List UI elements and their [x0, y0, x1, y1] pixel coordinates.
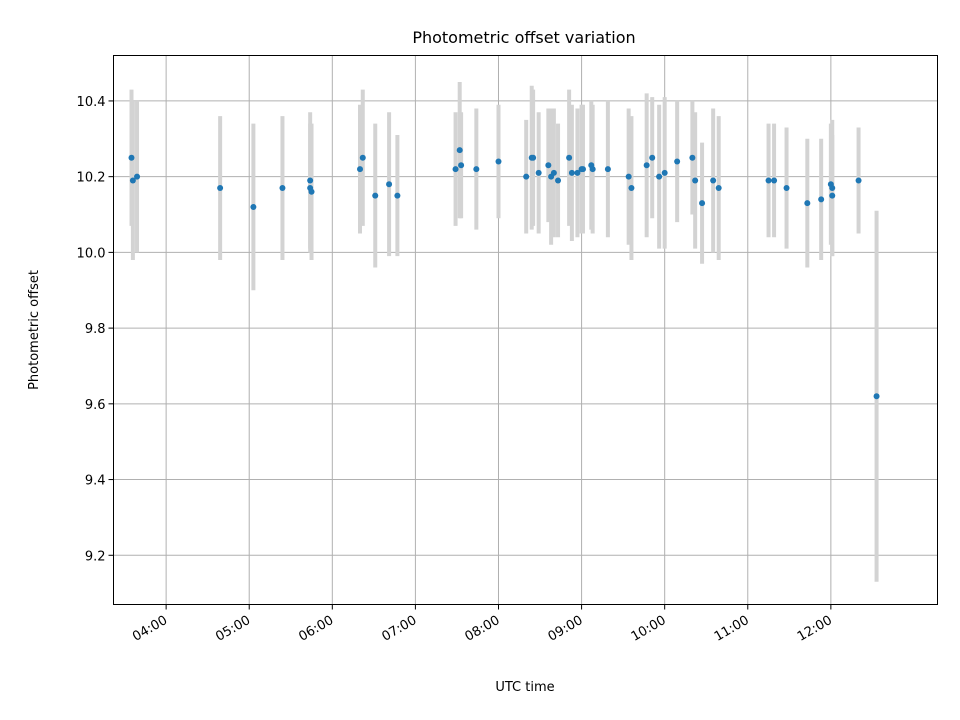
data-point — [566, 154, 573, 161]
x-tick-label: 11:00 — [712, 613, 752, 645]
y-axis-label: Photometric offset — [27, 270, 42, 390]
data-point — [394, 192, 401, 199]
data-point — [545, 162, 552, 169]
data-point — [689, 154, 696, 161]
data-point — [523, 173, 530, 180]
y-tick-label: 9.8 — [85, 322, 106, 337]
data-point — [710, 177, 717, 184]
data-point — [643, 162, 650, 169]
data-point — [217, 185, 224, 192]
data-point — [625, 173, 632, 180]
data-point — [555, 177, 562, 184]
data-point — [495, 158, 502, 165]
plot-frame — [113, 55, 938, 605]
x-tick-label: 09:00 — [546, 613, 586, 645]
x-axis-label: UTC time — [495, 680, 554, 695]
data-point — [674, 158, 681, 165]
data-point — [649, 154, 656, 161]
x-tick-label: 07:00 — [379, 613, 419, 645]
errorbar-layer — [129, 82, 879, 582]
data-point — [715, 185, 722, 192]
y-tick-label: 9.4 — [85, 474, 106, 489]
data-point — [530, 154, 537, 161]
data-point — [279, 185, 286, 192]
y-tick-label: 10.0 — [77, 246, 106, 261]
data-point — [452, 166, 459, 173]
data-point — [855, 177, 862, 184]
data-point — [661, 169, 668, 176]
y-tick-label: 9.6 — [85, 398, 106, 413]
y-tick-label: 10.2 — [77, 171, 106, 186]
data-point — [604, 166, 611, 173]
data-point — [456, 147, 463, 154]
data-point — [765, 177, 772, 184]
data-point — [873, 393, 880, 400]
data-point — [692, 177, 699, 184]
data-point — [128, 154, 135, 161]
data-point — [574, 169, 581, 176]
chart-title: Photometric offset variation — [412, 28, 635, 47]
data-point — [818, 196, 825, 203]
x-tick-label: 10:00 — [629, 613, 669, 645]
data-point — [699, 200, 706, 207]
data-point — [458, 162, 465, 169]
data-point — [656, 173, 663, 180]
y-tick-label: 9.2 — [85, 549, 106, 564]
data-point — [307, 177, 314, 184]
data-point — [568, 169, 575, 176]
data-point — [134, 173, 141, 180]
data-point — [386, 181, 393, 188]
data-point — [372, 192, 379, 199]
data-point — [473, 166, 480, 173]
point-layer — [128, 147, 880, 400]
x-tick-label: 12:00 — [795, 613, 835, 645]
data-point — [308, 188, 315, 195]
data-point — [359, 154, 366, 161]
data-point — [250, 203, 257, 210]
data-point — [829, 192, 836, 199]
data-point — [771, 177, 778, 184]
data-point — [628, 185, 635, 192]
x-tick-label: 05:00 — [213, 613, 253, 645]
data-point — [357, 166, 364, 173]
data-point — [550, 169, 557, 176]
x-tick-label: 06:00 — [296, 613, 336, 645]
data-point — [129, 177, 136, 184]
data-point — [829, 185, 836, 192]
data-point — [579, 166, 586, 173]
data-point — [783, 185, 790, 192]
data-point — [589, 166, 596, 173]
x-tick-label: 08:00 — [463, 613, 503, 645]
data-point — [804, 200, 811, 207]
x-tick-label: 04:00 — [130, 613, 170, 645]
y-tick-label: 10.4 — [77, 95, 106, 110]
data-point — [535, 169, 542, 176]
